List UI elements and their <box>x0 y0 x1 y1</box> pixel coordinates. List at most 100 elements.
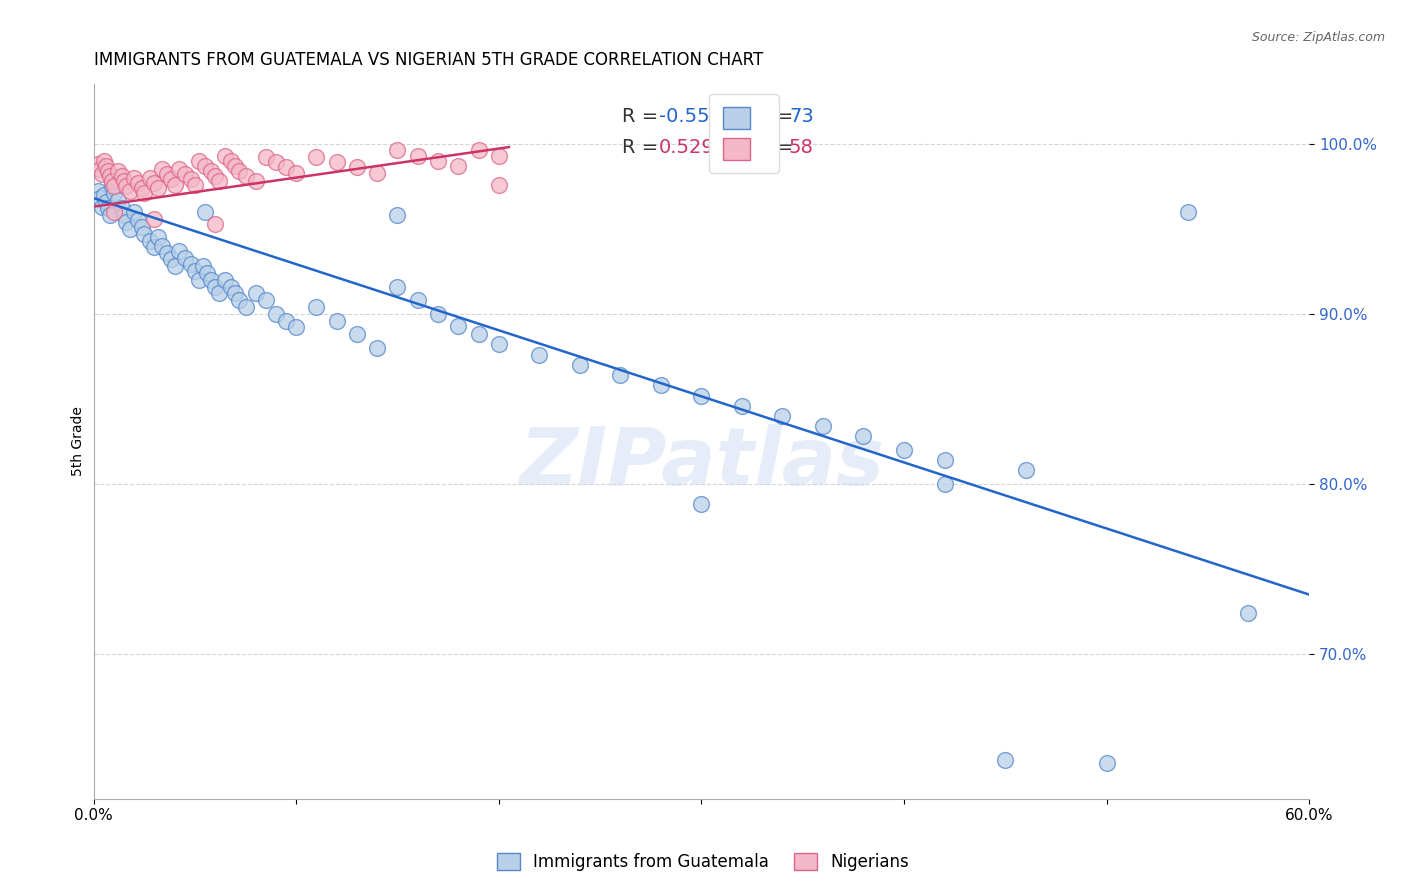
Point <box>111 169 134 183</box>
Point <box>208 174 231 188</box>
Point <box>214 148 236 162</box>
Point <box>103 204 125 219</box>
Point <box>366 166 388 180</box>
Point <box>406 293 429 308</box>
Point <box>89 162 111 177</box>
Text: IMMIGRANTS FROM GUATEMALA VS NIGERIAN 5TH GRADE CORRELATION CHART: IMMIGRANTS FROM GUATEMALA VS NIGERIAN 5T… <box>94 51 763 69</box>
Point <box>228 164 250 178</box>
Point <box>187 153 209 168</box>
Legend: Immigrants from Guatemala, Nigerians: Immigrants from Guatemala, Nigerians <box>488 845 918 880</box>
Point <box>167 244 190 258</box>
Point <box>131 181 153 195</box>
Point <box>163 259 186 273</box>
Point <box>115 179 138 194</box>
Point <box>690 497 713 511</box>
Point <box>90 167 112 181</box>
Point <box>214 273 236 287</box>
Point <box>467 144 489 158</box>
Point <box>167 162 190 177</box>
Point <box>148 181 170 195</box>
Point <box>852 429 875 443</box>
Point <box>235 300 257 314</box>
Point <box>115 215 138 229</box>
Point <box>934 477 956 491</box>
Point <box>387 208 409 222</box>
Point <box>811 419 834 434</box>
Text: 58: 58 <box>789 137 814 156</box>
Point <box>194 159 217 173</box>
Point <box>305 300 328 314</box>
Point <box>285 320 308 334</box>
Point <box>187 273 209 287</box>
Text: R =: R = <box>623 137 671 156</box>
Text: N =: N = <box>756 107 800 126</box>
Point <box>184 178 207 192</box>
Point <box>148 230 170 244</box>
Point <box>488 178 510 192</box>
Point <box>163 178 186 192</box>
Point <box>101 179 124 194</box>
Point <box>101 174 124 188</box>
Point <box>139 170 162 185</box>
Point <box>406 148 429 162</box>
Point <box>195 266 218 280</box>
Point <box>245 286 267 301</box>
Point <box>98 208 121 222</box>
Point <box>111 202 134 216</box>
Point <box>731 399 754 413</box>
Point <box>264 155 287 169</box>
Point <box>86 184 108 198</box>
Point <box>191 259 214 273</box>
Point <box>103 179 125 194</box>
Text: 73: 73 <box>789 107 814 126</box>
Point <box>134 227 156 241</box>
Point <box>143 240 166 254</box>
Point <box>285 166 308 180</box>
Point <box>274 161 297 175</box>
Point <box>107 164 129 178</box>
Point <box>152 239 174 253</box>
Point <box>159 172 181 186</box>
Point <box>155 245 177 260</box>
Point <box>387 144 409 158</box>
Point <box>770 409 793 423</box>
Point <box>204 169 226 183</box>
Point <box>118 184 141 198</box>
Point <box>200 273 222 287</box>
Point <box>180 258 202 272</box>
Point <box>254 293 277 308</box>
Point <box>1095 756 1118 770</box>
Point <box>224 286 246 301</box>
Point <box>447 318 470 333</box>
Point <box>221 279 243 293</box>
Point <box>97 164 120 178</box>
Point <box>204 279 226 293</box>
Point <box>173 167 195 181</box>
Point <box>98 169 121 183</box>
Point <box>139 234 162 248</box>
Point <box>488 337 510 351</box>
Point <box>103 186 125 200</box>
Point <box>143 176 166 190</box>
Point <box>127 213 149 227</box>
Point <box>97 202 120 216</box>
Point <box>366 341 388 355</box>
Point <box>346 327 368 342</box>
Point <box>112 174 135 188</box>
Point <box>235 169 257 183</box>
Point <box>194 204 217 219</box>
Legend: , : , <box>709 94 779 173</box>
Point <box>122 170 145 185</box>
Point <box>325 155 347 169</box>
Point <box>122 204 145 219</box>
Point <box>1237 607 1260 621</box>
Text: R =: R = <box>623 107 665 126</box>
Text: -0.559: -0.559 <box>659 107 721 126</box>
Point <box>893 442 915 457</box>
Point <box>387 279 409 293</box>
Point <box>180 172 202 186</box>
Point <box>427 153 450 168</box>
Point <box>254 150 277 164</box>
Point <box>221 153 243 168</box>
Point <box>200 164 222 178</box>
